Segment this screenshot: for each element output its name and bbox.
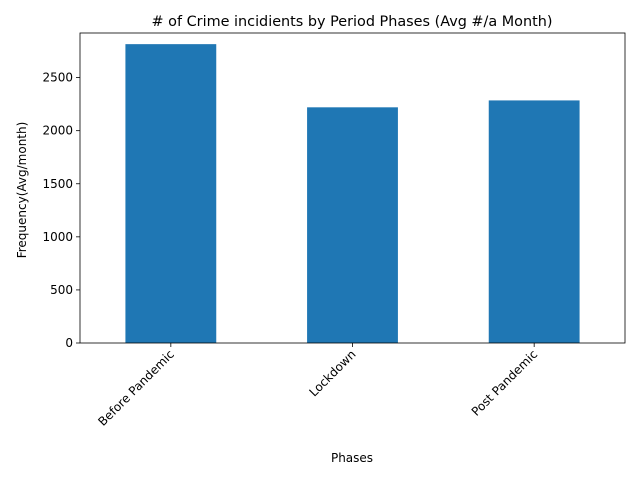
bar bbox=[125, 44, 217, 344]
x-axis-ticks: Before Pandemic Lockdown Post Pandemic bbox=[95, 343, 540, 429]
bar bbox=[307, 107, 398, 344]
y-tick-label: 1500 bbox=[42, 177, 73, 191]
y-tick-label: 2000 bbox=[42, 124, 73, 138]
x-tick-label: Before Pandemic bbox=[95, 347, 177, 429]
plot-frame bbox=[79, 32, 626, 344]
y-tick-label: 2500 bbox=[42, 71, 73, 85]
x-axis-label: Phases bbox=[331, 451, 373, 465]
y-axis-label: Frequency(Avg/month) bbox=[15, 122, 29, 259]
bars-group bbox=[125, 44, 580, 344]
x-tick-label: Post Pandemic bbox=[469, 347, 541, 419]
x-tick-label: Lockdown bbox=[306, 347, 358, 399]
y-tick-label: 0 bbox=[65, 336, 73, 350]
y-axis-ticks: 0 500 1000 1500 2000 2500 bbox=[42, 71, 80, 350]
chart-title: # of Crime incidients by Period Phases (… bbox=[152, 14, 553, 30]
bar bbox=[488, 100, 580, 343]
y-tick-label: 500 bbox=[50, 283, 73, 297]
y-tick-label: 1000 bbox=[42, 230, 73, 244]
